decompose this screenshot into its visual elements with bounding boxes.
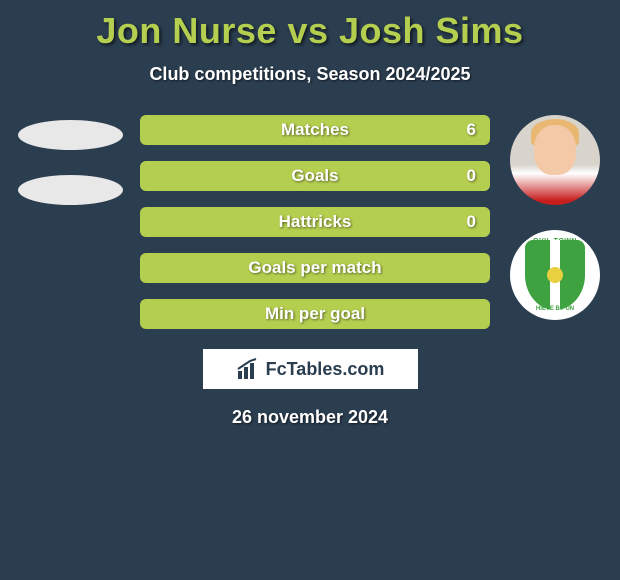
- badge-shield: [525, 240, 585, 310]
- left-player-avatar-placeholder: [18, 120, 123, 150]
- right-player-col: OVIL TOWN HIEVE BY UN: [505, 115, 605, 320]
- stat-label: Goals: [291, 166, 338, 186]
- stat-label: Matches: [281, 120, 349, 140]
- right-player-badge: OVIL TOWN HIEVE BY UN: [510, 230, 600, 320]
- page-title: Jon Nurse vs Josh Sims: [0, 10, 620, 52]
- stat-right-value: 0: [467, 166, 476, 186]
- chart-icon: [236, 357, 260, 381]
- stat-bar-goals: Goals 0: [140, 161, 490, 191]
- stat-label: Hattricks: [279, 212, 352, 232]
- left-player-badge-placeholder: [18, 175, 123, 205]
- stat-bar-hattricks: Hattricks 0: [140, 207, 490, 237]
- left-player-col: [15, 115, 125, 205]
- stat-label: Goals per match: [248, 258, 381, 278]
- logo-box[interactable]: FcTables.com: [203, 349, 418, 389]
- badge-bottom-text: HIEVE BY UN: [510, 306, 600, 312]
- stat-bar-matches: Matches 6: [140, 115, 490, 145]
- stat-bar-min-per-goal: Min per goal: [140, 299, 490, 329]
- avatar-head: [534, 125, 576, 175]
- stat-bar-goals-per-match: Goals per match: [140, 253, 490, 283]
- stat-right-value: 6: [467, 120, 476, 140]
- date-line: 26 november 2024: [0, 407, 620, 428]
- stat-label: Min per goal: [265, 304, 365, 324]
- subtitle: Club competitions, Season 2024/2025: [0, 64, 620, 85]
- badge-ball-icon: [547, 267, 563, 283]
- stat-right-value: 0: [467, 212, 476, 232]
- right-player-avatar: [510, 115, 600, 205]
- stats-area: Matches 6 Goals 0 Hattricks 0 Goals per …: [0, 115, 620, 329]
- stat-bars: Matches 6 Goals 0 Hattricks 0 Goals per …: [140, 115, 490, 329]
- logo-text: FcTables.com: [266, 359, 385, 380]
